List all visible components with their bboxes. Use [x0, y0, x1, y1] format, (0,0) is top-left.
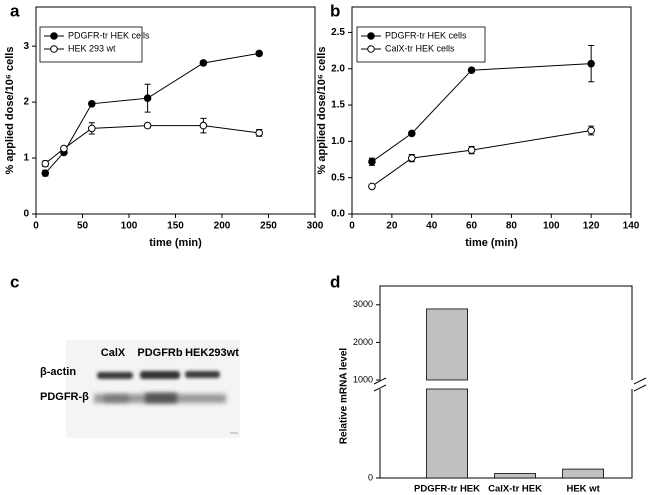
- legend-marker: [50, 45, 58, 53]
- x-tick-label: 140: [623, 221, 640, 232]
- lane-label: CalX: [101, 347, 126, 359]
- panel-label: a: [10, 1, 20, 20]
- data-point: [467, 66, 476, 74]
- x-tick-label: 50: [77, 221, 89, 232]
- y-tick-label: 0: [368, 472, 373, 482]
- series-line: [44, 52, 260, 174]
- data-point: [587, 59, 595, 68]
- legend-marker: [367, 32, 375, 40]
- data-point: [199, 121, 208, 130]
- data-point: [255, 49, 264, 58]
- x-tick-label: 0: [33, 221, 39, 232]
- data-point: [60, 144, 68, 153]
- x-tick-label: 200: [214, 221, 231, 232]
- data-point: [41, 159, 50, 168]
- x-tick-label: 0: [349, 221, 355, 232]
- series-line: [371, 63, 592, 163]
- legend-label: CalX-tr HEK cells: [385, 43, 455, 53]
- x-axis-title: time (min): [465, 237, 518, 249]
- x-tick-label: 80: [506, 221, 518, 232]
- bar: [426, 388, 468, 479]
- panel-label: c: [10, 272, 19, 291]
- data-point: [587, 126, 595, 135]
- y-tick-label: 1: [23, 153, 29, 164]
- data-point: [368, 157, 376, 166]
- x-tick-label: PDGFR-tr HEK: [414, 484, 480, 495]
- y-tick-label: 0.5: [331, 172, 345, 183]
- panel-label: d: [330, 272, 340, 291]
- data-point: [407, 154, 416, 162]
- data-point: [407, 129, 416, 138]
- bar: [426, 308, 468, 381]
- y-axis-title: % applied dose/10⁶ cells: [316, 47, 328, 175]
- lane-label: HEK293wt: [185, 347, 239, 359]
- data-point: [143, 121, 152, 130]
- data-point: [255, 129, 264, 137]
- data-point: [88, 99, 96, 108]
- y-tick-label: 2000: [353, 337, 373, 347]
- y-tick-label: 1.5: [331, 100, 345, 111]
- x-tick-label: HEK wt: [566, 484, 600, 495]
- y-tick-label: 0.0: [331, 209, 345, 220]
- axis-break: [373, 377, 647, 392]
- legend-label: HEK 293 wt: [68, 43, 116, 53]
- bar: [494, 473, 536, 479]
- plot-frame: [351, 6, 632, 215]
- bar: [562, 468, 605, 479]
- x-axis-title: time (min): [149, 237, 202, 249]
- legend-marker: [367, 45, 375, 53]
- y-tick-label: 3000: [353, 299, 373, 309]
- series-line: [371, 129, 592, 187]
- legend-label: PDGFR-tr HEK cells: [385, 30, 467, 40]
- x-tick-label: 300: [307, 221, 324, 232]
- y-tick-label: 3: [23, 41, 29, 52]
- series-line: [44, 125, 260, 165]
- x-tick-label: 40: [426, 221, 438, 232]
- y-tick-label: 2: [23, 97, 29, 108]
- data-point: [467, 146, 476, 154]
- x-tick-label: CalX-tr HEK: [488, 484, 542, 495]
- y-tick-label: 2.5: [331, 27, 345, 38]
- y-tick-label: 0: [23, 209, 29, 220]
- y-tick-label: 1000: [353, 374, 373, 384]
- plot-frame: [379, 285, 633, 479]
- data-point: [199, 59, 208, 67]
- row-label: β-actin: [40, 366, 76, 378]
- y-tick-label: 2.0: [331, 63, 345, 74]
- legend-label: PDGFR-tr HEK cells: [68, 30, 150, 40]
- data-point: [368, 182, 376, 191]
- x-tick-label: 100: [121, 221, 138, 232]
- data-point: [88, 124, 96, 133]
- y-tick-label: 1.0: [331, 136, 345, 147]
- legend-frame: [356, 26, 486, 63]
- x-tick-label: 150: [167, 221, 184, 232]
- x-tick-label: 250: [260, 221, 277, 232]
- legend-frame: [39, 26, 143, 63]
- row-label: PDGFR-β: [40, 391, 89, 403]
- legend-marker: [50, 32, 58, 40]
- data-point: [41, 169, 50, 177]
- panel-label: b: [330, 1, 340, 20]
- y-axis-title: % applied dose/10⁶ cells: [4, 47, 16, 175]
- x-tick-label: 120: [583, 221, 600, 232]
- lane-label: PDGFRb: [137, 347, 183, 359]
- y-axis-title: Relative mRNA level: [339, 348, 350, 445]
- data-point: [143, 94, 152, 102]
- x-tick-label: 60: [466, 221, 478, 232]
- x-tick-label: 100: [543, 221, 560, 232]
- x-tick-label: 20: [386, 221, 398, 232]
- blot-image: [66, 340, 240, 438]
